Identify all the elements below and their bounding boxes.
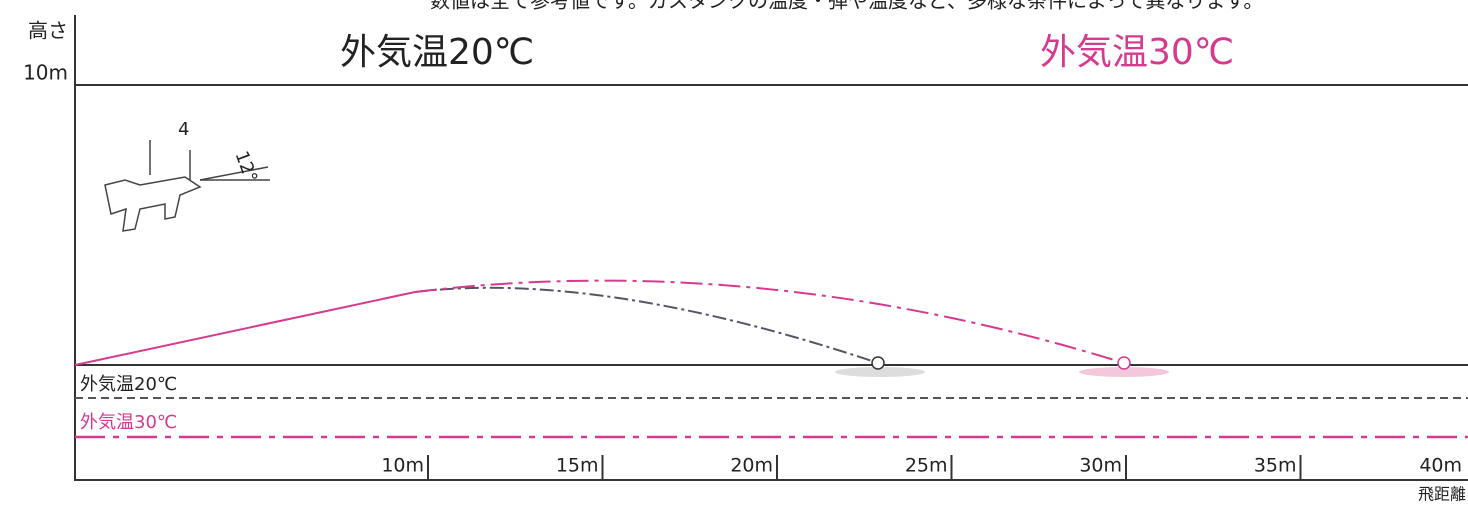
header-20: 外気温20℃ [340, 32, 534, 73]
header-30: 外気温30℃ [1040, 32, 1234, 73]
x-axis-title: 飛距離 [1418, 485, 1466, 504]
x-tick-label: 25m [905, 455, 948, 477]
x-tick-label: 35m [1254, 455, 1297, 477]
frame [74, 15, 1468, 481]
x-tick-label: 40m [1419, 455, 1462, 477]
trajectory-30 [414, 279, 1125, 364]
impact-shadow [1079, 367, 1169, 377]
trajectory-20 [414, 286, 879, 364]
x-tick-label: 10m [381, 455, 424, 477]
legend-20: 外気温20℃ [80, 374, 177, 395]
x-axis: 10m 15m 20m 25m 30m 35m 40m [381, 455, 1462, 480]
x-tick-label: 30m [1079, 455, 1122, 477]
y-axis-title: 高さ [28, 19, 68, 43]
impact-20 [871, 356, 885, 370]
gun-height: 4 [178, 119, 189, 140]
impact-30 [1117, 356, 1131, 370]
launch-path [74, 291, 416, 366]
impact-shadow [835, 367, 925, 377]
gun-icon [104, 140, 270, 232]
x-tick-label: 20m [730, 455, 773, 477]
legend-30: 外気温30℃ [80, 412, 177, 433]
y-axis-label: 10m [23, 61, 68, 85]
x-tick-label: 15m [556, 455, 599, 477]
note: 数値は全て参考値です。ガスタンクの温度・弾や温度など、多様な条件によって異なりま… [430, 0, 1263, 13]
